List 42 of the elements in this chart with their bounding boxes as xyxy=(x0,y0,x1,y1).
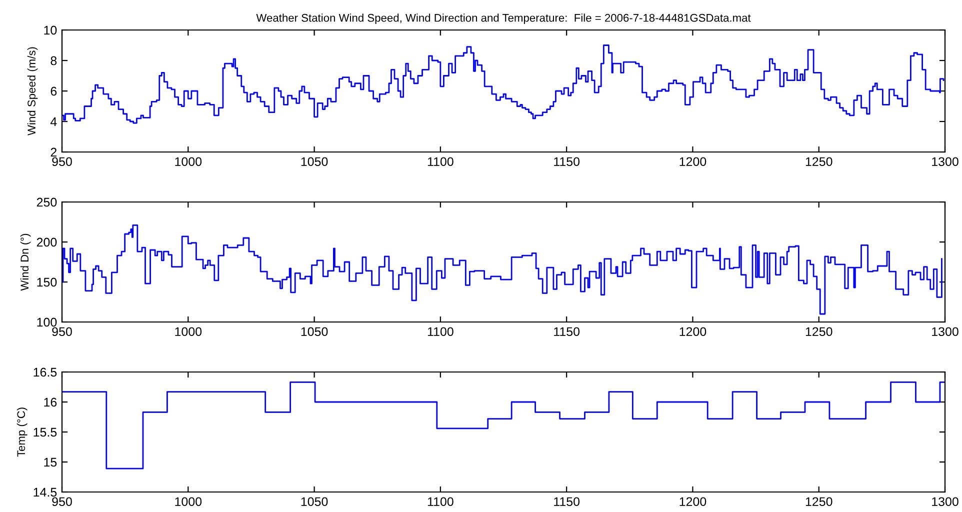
x-tick-label: 1150 xyxy=(554,497,580,506)
x-tick-label: 1050 xyxy=(301,157,328,166)
x-tick-label: 1100 xyxy=(428,327,454,336)
y-axis-title: Wind Speed (m/s) xyxy=(27,47,38,136)
y-tick-label: 15 xyxy=(44,458,57,467)
x-tick-label: 1100 xyxy=(428,497,454,506)
x-tick-label: 1300 xyxy=(932,327,958,336)
x-tick-label: 1250 xyxy=(806,327,832,336)
x-tick-label: 1000 xyxy=(175,327,202,336)
y-axis-title: Temp (°C) xyxy=(16,408,28,457)
y-tick-label: 16.5 xyxy=(34,368,57,377)
x-tick-label: 950 xyxy=(52,497,72,506)
y-tick-label: 100 xyxy=(37,318,57,327)
y-tick-label: 250 xyxy=(36,198,57,207)
chart-title: Weather Station Wind Speed, Wind Direction and Temperature: File = 2006-7-18-44481GSData.mat xyxy=(256,14,751,24)
y-tick-label: 16 xyxy=(44,398,57,407)
x-tick-label: 1300 xyxy=(932,497,958,506)
x-tick-label: 950 xyxy=(52,327,72,336)
y-tick-label: 4 xyxy=(50,117,57,126)
x-tick-label: 1300 xyxy=(932,157,958,166)
y-tick-label: 200 xyxy=(36,238,57,247)
x-tick-label: 1050 xyxy=(301,327,328,336)
x-tick-label: 1200 xyxy=(680,327,706,336)
y-tick-label: 8 xyxy=(50,56,57,66)
y-tick-label: 2 xyxy=(50,148,57,157)
x-tick-label: 1000 xyxy=(175,157,202,166)
x-tick-label: 1200 xyxy=(680,157,706,166)
y-tick-label: 15.5 xyxy=(34,428,57,437)
x-tick-label: 1100 xyxy=(428,157,454,166)
x-tick-label: 1250 xyxy=(806,157,832,166)
y-axis-title: Wind Dn (°) xyxy=(20,234,31,291)
x-tick-label: 1200 xyxy=(680,497,706,506)
y-tick-label: 6 xyxy=(50,86,57,96)
x-tick-label: 1000 xyxy=(175,497,202,506)
x-tick-label: 1150 xyxy=(554,327,580,336)
y-tick-label: 10 xyxy=(44,26,57,35)
y-tick-label: 14.5 xyxy=(34,488,57,497)
x-tick-label: 1250 xyxy=(806,497,832,506)
x-tick-label: 1150 xyxy=(554,157,580,166)
x-tick-label: 950 xyxy=(52,157,72,166)
y-tick-label: 150 xyxy=(37,278,57,287)
x-tick-label: 1050 xyxy=(301,497,328,506)
